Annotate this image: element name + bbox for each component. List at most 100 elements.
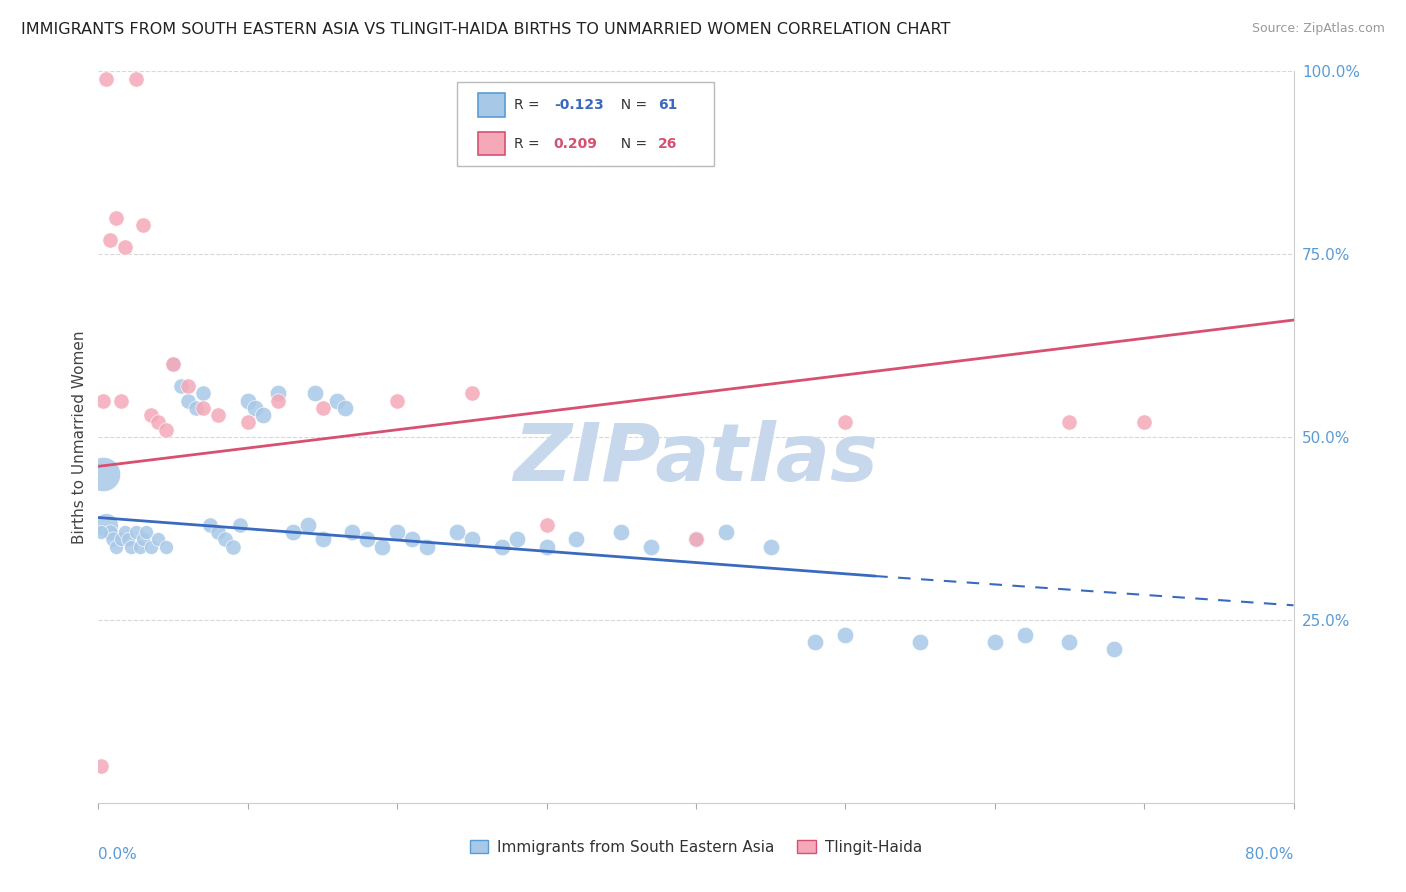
Point bbox=[236, 416, 259, 430]
Text: 80.0%: 80.0% bbox=[1246, 847, 1294, 862]
Point bbox=[908, 635, 931, 649]
Point bbox=[385, 393, 409, 408]
Point bbox=[207, 408, 229, 422]
Point bbox=[222, 540, 245, 554]
Point bbox=[125, 525, 148, 540]
Point bbox=[401, 533, 423, 547]
Point bbox=[804, 635, 827, 649]
Text: Source: ZipAtlas.com: Source: ZipAtlas.com bbox=[1251, 22, 1385, 36]
Point bbox=[1104, 642, 1126, 657]
Point bbox=[536, 517, 558, 532]
Point bbox=[984, 635, 1007, 649]
Text: 26: 26 bbox=[658, 136, 678, 151]
Point bbox=[371, 540, 394, 554]
Point bbox=[139, 408, 162, 422]
Point bbox=[446, 525, 468, 540]
Point bbox=[94, 71, 117, 86]
Y-axis label: Births to Unmarried Women: Births to Unmarried Women bbox=[72, 330, 87, 544]
Point bbox=[759, 540, 782, 554]
Point bbox=[139, 540, 162, 554]
FancyBboxPatch shape bbox=[478, 94, 505, 117]
Point bbox=[214, 533, 236, 547]
Point bbox=[177, 393, 200, 408]
Point bbox=[148, 416, 170, 430]
Point bbox=[834, 416, 856, 430]
Point bbox=[90, 759, 112, 773]
Point bbox=[536, 540, 558, 554]
Text: R =: R = bbox=[515, 98, 544, 112]
Point bbox=[281, 525, 304, 540]
Point bbox=[342, 525, 364, 540]
Text: 0.209: 0.209 bbox=[554, 136, 598, 151]
Point bbox=[834, 627, 856, 641]
Point bbox=[91, 393, 114, 408]
Point bbox=[110, 393, 132, 408]
Point bbox=[135, 525, 157, 540]
Point bbox=[236, 393, 259, 408]
Point bbox=[326, 393, 349, 408]
Text: N =: N = bbox=[613, 136, 652, 151]
Point bbox=[506, 533, 529, 547]
Point bbox=[110, 533, 132, 547]
Point bbox=[311, 401, 333, 415]
Point bbox=[200, 517, 222, 532]
Point bbox=[385, 525, 409, 540]
Point bbox=[252, 408, 274, 422]
Point bbox=[98, 233, 122, 247]
Point bbox=[229, 517, 252, 532]
Point bbox=[114, 240, 136, 254]
Point bbox=[1059, 635, 1081, 649]
Point bbox=[565, 533, 588, 547]
Point bbox=[461, 533, 484, 547]
Text: ZIPatlas: ZIPatlas bbox=[513, 420, 879, 498]
Point bbox=[1133, 416, 1156, 430]
Point bbox=[491, 540, 513, 554]
Point bbox=[333, 401, 356, 415]
Text: -0.123: -0.123 bbox=[554, 98, 603, 112]
Point bbox=[184, 401, 207, 415]
Point bbox=[148, 533, 170, 547]
Point bbox=[94, 517, 117, 532]
Point bbox=[169, 379, 191, 393]
Point bbox=[162, 357, 184, 371]
Point bbox=[129, 540, 152, 554]
Point bbox=[132, 533, 155, 547]
Text: 61: 61 bbox=[658, 98, 678, 112]
Point bbox=[90, 525, 112, 540]
Text: IMMIGRANTS FROM SOUTH EASTERN ASIA VS TLINGIT-HAIDA BIRTHS TO UNMARRIED WOMEN CO: IMMIGRANTS FROM SOUTH EASTERN ASIA VS TL… bbox=[21, 22, 950, 37]
Point bbox=[103, 533, 125, 547]
Point bbox=[1014, 627, 1036, 641]
Point bbox=[685, 533, 707, 547]
Point bbox=[191, 401, 214, 415]
Legend: Immigrants from South Eastern Asia, Tlingit-Haida: Immigrants from South Eastern Asia, Tlin… bbox=[464, 834, 928, 861]
Point bbox=[132, 218, 155, 232]
Point bbox=[640, 540, 662, 554]
Point bbox=[297, 517, 319, 532]
Point bbox=[685, 533, 707, 547]
Point bbox=[267, 386, 290, 401]
Point bbox=[267, 393, 290, 408]
Point bbox=[125, 71, 148, 86]
Point bbox=[207, 525, 229, 540]
Point bbox=[304, 386, 326, 401]
Point bbox=[114, 525, 136, 540]
Text: 0.0%: 0.0% bbox=[98, 847, 138, 862]
FancyBboxPatch shape bbox=[457, 82, 714, 167]
Point bbox=[117, 533, 139, 547]
FancyBboxPatch shape bbox=[478, 132, 505, 155]
Point bbox=[98, 525, 122, 540]
Point bbox=[461, 386, 484, 401]
Point bbox=[105, 211, 128, 225]
Text: N =: N = bbox=[613, 98, 652, 112]
Point bbox=[610, 525, 633, 540]
Point bbox=[1059, 416, 1081, 430]
Point bbox=[120, 540, 142, 554]
Point bbox=[91, 467, 114, 481]
Point bbox=[105, 540, 128, 554]
Point bbox=[191, 386, 214, 401]
Text: R =: R = bbox=[515, 136, 544, 151]
Point bbox=[177, 379, 200, 393]
Point bbox=[155, 423, 177, 437]
Point bbox=[356, 533, 378, 547]
Point bbox=[311, 533, 333, 547]
